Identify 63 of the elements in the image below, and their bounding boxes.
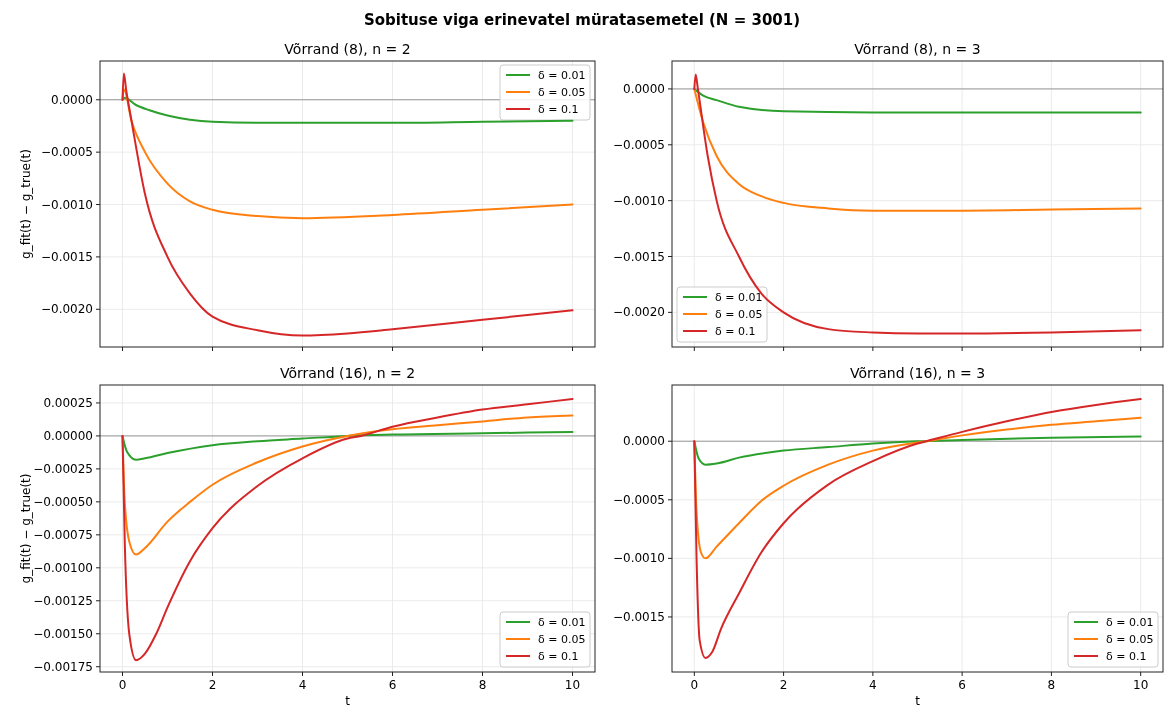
y-tick-label: −0.0015 — [612, 609, 665, 624]
chart-title: Võrrand (8), n = 3 — [854, 41, 981, 57]
x-tick-label: 6 — [388, 678, 397, 692]
x-tick-label: 0 — [118, 678, 127, 692]
legend-label: δ = 0.01 — [538, 616, 586, 629]
y-tick-label: −0.0020 — [612, 305, 665, 320]
y-tick-label: −0.0010 — [40, 197, 93, 212]
x-tick-label: 2 — [779, 678, 788, 692]
legend-label: δ = 0.01 — [1106, 616, 1154, 629]
y-tick-label: −0.0005 — [40, 145, 93, 160]
y-tick-label: −0.00175 — [33, 659, 93, 674]
x-tick-label: 10 — [564, 678, 581, 692]
x-axis-title: t — [345, 694, 351, 708]
y-tick-label: −0.00025 — [33, 461, 93, 476]
y-tick-label: −0.0020 — [40, 302, 93, 317]
y-tick-label: −0.0010 — [612, 193, 665, 208]
legend-label: δ = 0.05 — [1106, 633, 1154, 646]
x-tick-label: 6 — [958, 678, 966, 692]
y-tick-label: −0.0005 — [612, 137, 665, 152]
y-tick-label: −0.0010 — [612, 551, 665, 566]
line-series — [121, 414, 574, 556]
legend-label: δ = 0.1 — [538, 650, 579, 663]
y-tick-label: −0.00075 — [33, 527, 93, 542]
line-series — [693, 87, 1142, 212]
legend-label: δ = 0.05 — [538, 86, 586, 99]
x-tick-label: 4 — [869, 678, 877, 692]
line-series — [693, 416, 1142, 560]
x-tick-label: 10 — [1133, 678, 1149, 692]
y-tick-label: −0.00050 — [33, 494, 93, 509]
y-tick-label: 0.0000 — [51, 92, 93, 107]
legend-label: δ = 0.1 — [1106, 650, 1147, 663]
legend-label: δ = 0.1 — [538, 103, 579, 116]
line-series — [693, 435, 1142, 466]
chart-title: Võrrand (8), n = 2 — [284, 41, 411, 57]
y-tick-label: 0.0000 — [623, 81, 665, 96]
y-tick-label: 0.00025 — [43, 395, 93, 410]
y-tick-label: −0.0015 — [40, 249, 93, 264]
y-tick-label: −0.0005 — [612, 492, 665, 507]
x-axis-title: t — [915, 694, 921, 708]
legend-label: δ = 0.1 — [715, 325, 756, 338]
legend-label: δ = 0.01 — [715, 291, 763, 304]
y-tick-label: −0.00100 — [33, 560, 93, 575]
chart-title: Võrrand (16), n = 2 — [279, 365, 416, 381]
x-tick-label: 0 — [690, 678, 699, 692]
y-tick-label: 0.0000 — [623, 434, 665, 449]
line-series — [121, 430, 574, 461]
x-tick-label: 2 — [208, 678, 217, 692]
x-tick-label: 4 — [298, 678, 307, 692]
y-axis-title: g_fit(t) − g_true(t) — [19, 149, 33, 259]
legend-label: δ = 0.01 — [538, 69, 586, 82]
y-tick-label: −0.00150 — [33, 626, 93, 641]
x-tick-label: 8 — [478, 678, 487, 692]
y-tick-label: 0.00000 — [43, 428, 93, 443]
x-tick-label: 8 — [1047, 678, 1056, 692]
legend-label: δ = 0.05 — [715, 308, 763, 321]
text: Sobituse viga erinevatel müratasemetel (N = 3001) — [363, 11, 801, 29]
line-series — [693, 87, 1142, 114]
y-axis-title: g_fit(t) − g_true(t) — [19, 473, 33, 584]
chart-title: Võrrand (16), n = 3 — [849, 365, 986, 381]
legend-label: δ = 0.05 — [538, 633, 586, 646]
line-series — [693, 73, 1142, 335]
y-tick-label: −0.00125 — [33, 593, 93, 608]
y-tick-label: −0.0015 — [612, 249, 665, 264]
